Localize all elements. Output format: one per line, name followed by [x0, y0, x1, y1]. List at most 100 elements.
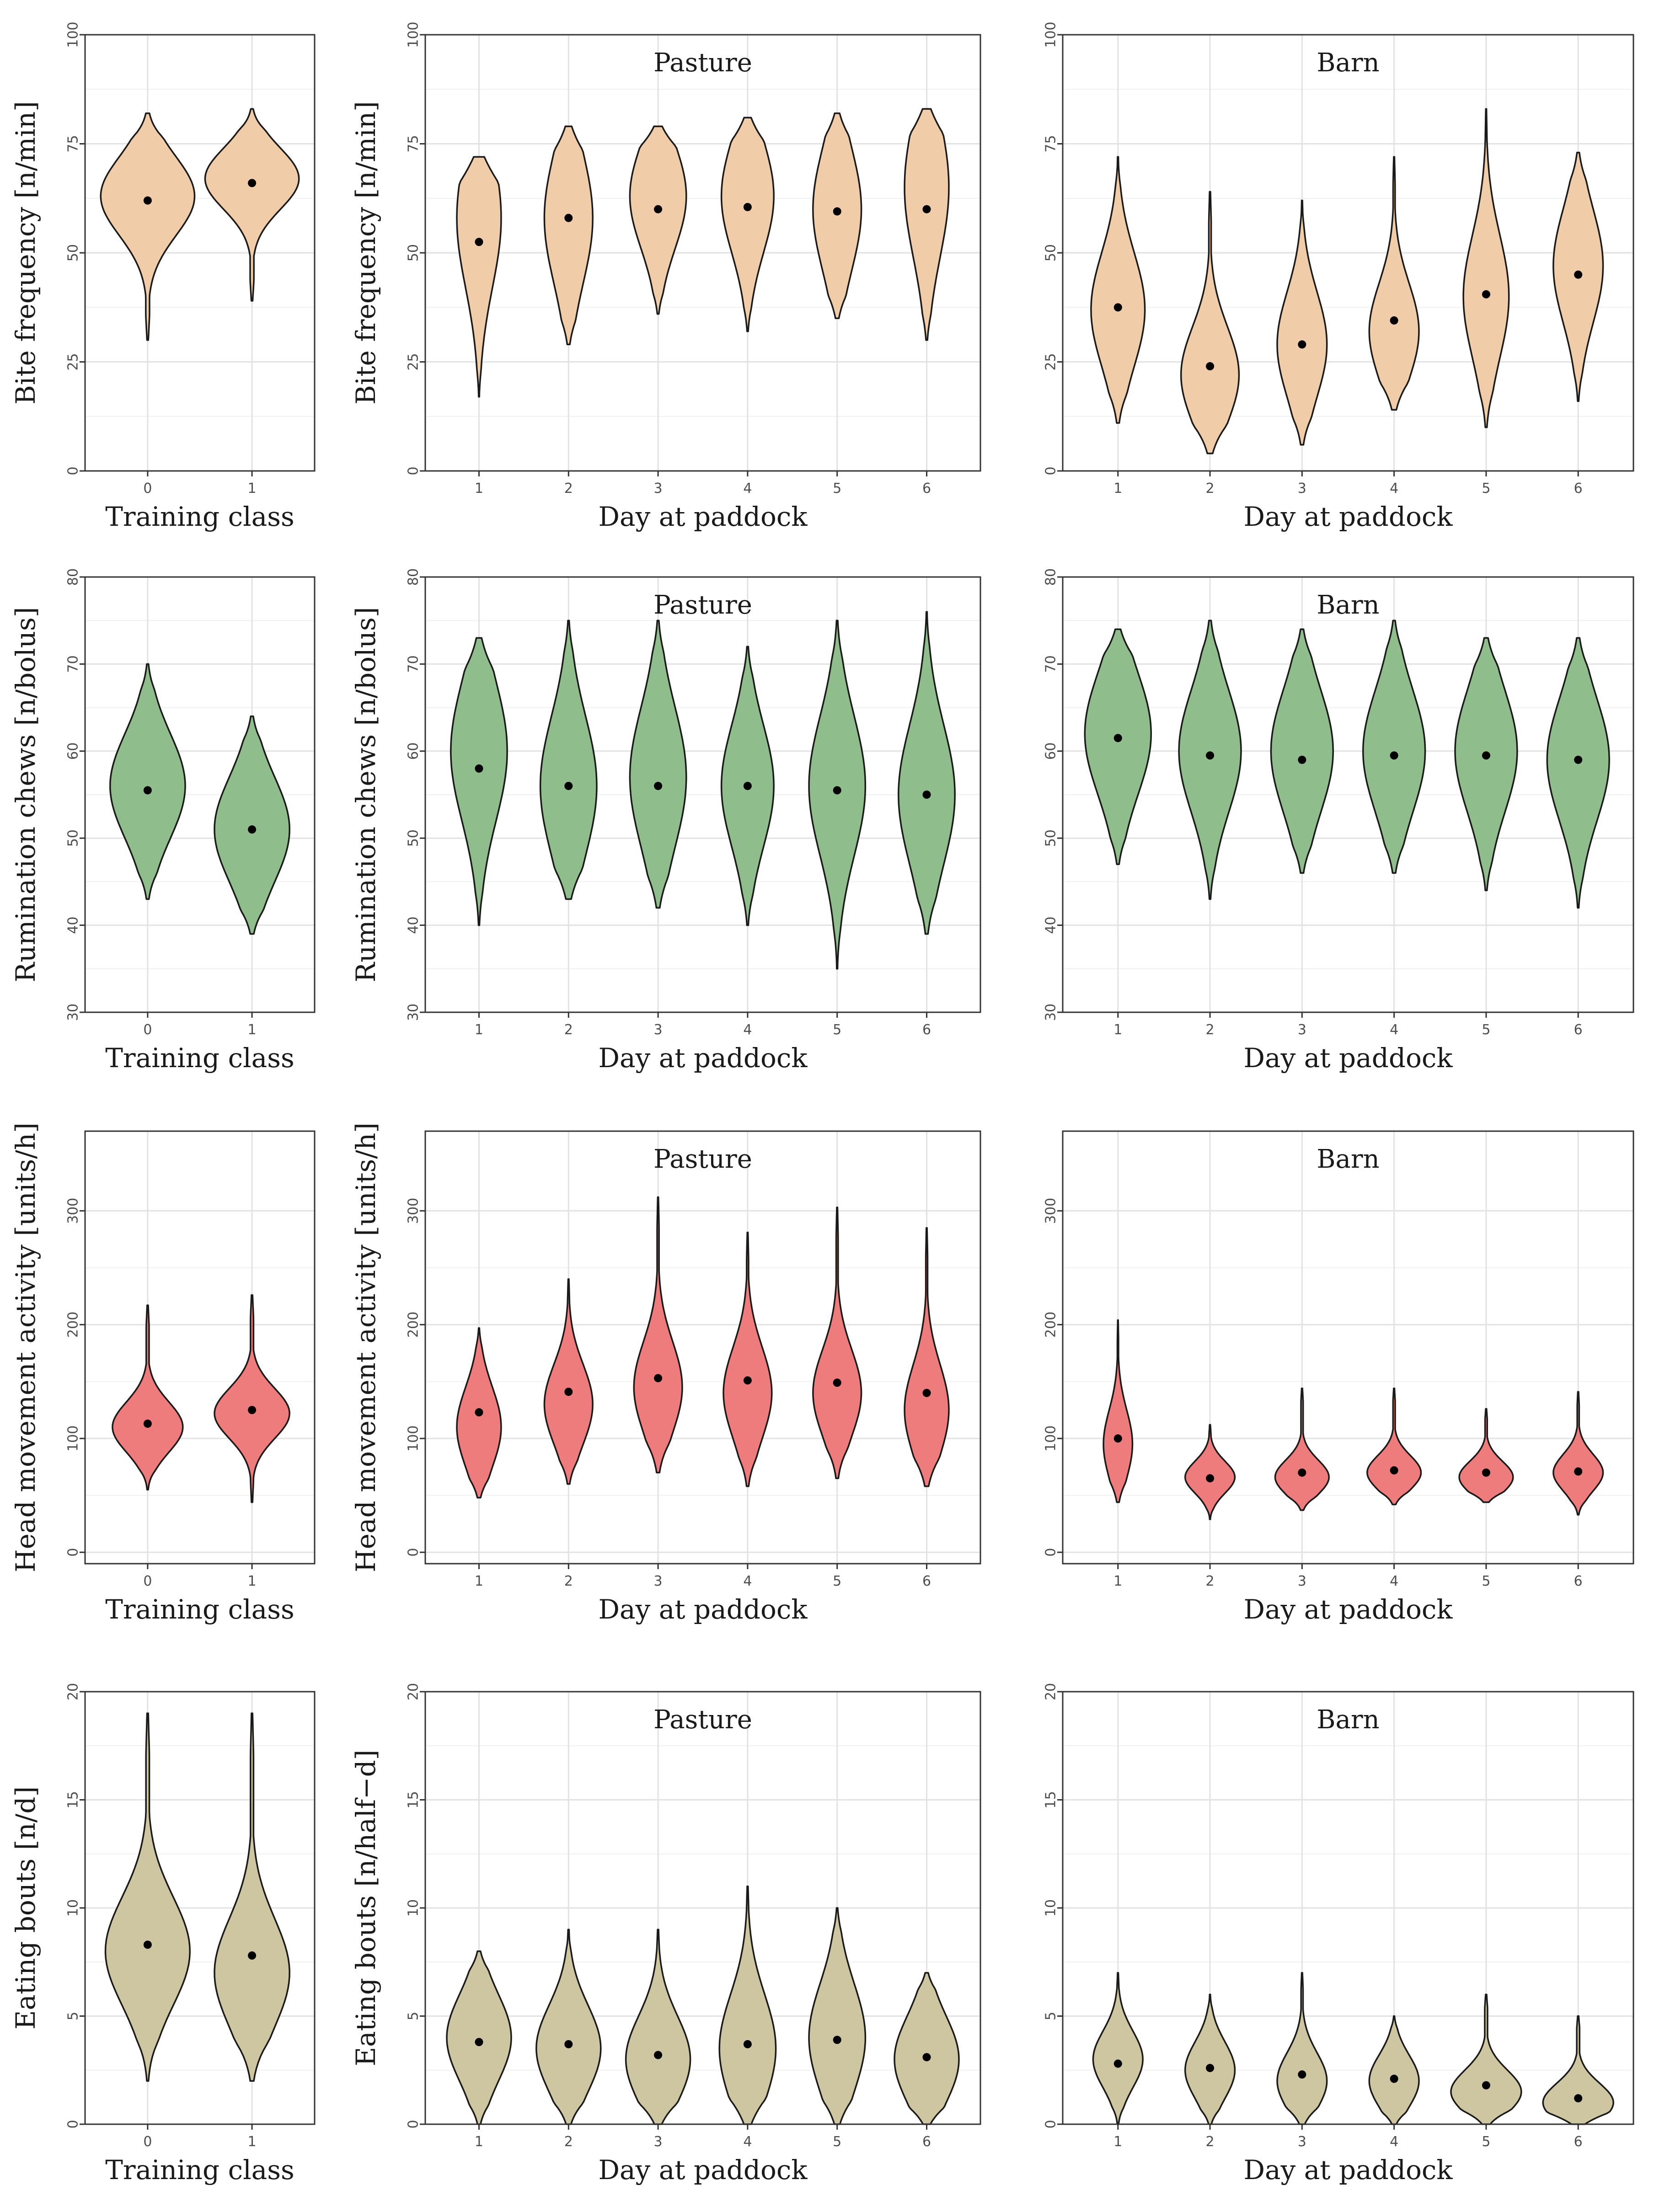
panel-border — [424, 576, 981, 1013]
mean-point-5 — [833, 1378, 841, 1387]
mean-point-1 — [248, 825, 257, 834]
y-tick-label: 80 — [1043, 568, 1059, 586]
violin-5 — [808, 620, 867, 970]
violin-3 — [1274, 1387, 1330, 1511]
x-tick-label: 3 — [654, 481, 663, 497]
mean-point-6 — [1574, 755, 1583, 764]
y-tick-label: 100 — [406, 1426, 422, 1452]
x-tick-label: 3 — [1298, 1573, 1306, 1589]
mean-point-3 — [654, 1374, 663, 1383]
x-tick-label: 6 — [1574, 1573, 1583, 1589]
mean-point-6 — [1574, 1467, 1583, 1476]
mean-point-5 — [1482, 751, 1490, 760]
violin-4 — [720, 117, 775, 332]
x-tick-label: 4 — [743, 1022, 752, 1038]
violin-1 — [456, 156, 502, 398]
mean-point-1 — [1113, 303, 1122, 312]
violin-1 — [1090, 156, 1146, 424]
panel-r1-c3: 0 25 50 75 100 1 2 3 4 5 6 Barn Day at paddock — [1043, 21, 1634, 532]
y-tick-label: 0 — [1043, 2120, 1059, 2128]
violin-1 — [214, 715, 290, 935]
y-axis-title: Rumination chews [n/bolus] — [350, 607, 381, 983]
y-tick-label: 50 — [406, 829, 422, 847]
panel-border — [84, 1130, 316, 1565]
mean-point-5 — [833, 2036, 841, 2044]
y-tick-label: 75 — [1043, 135, 1059, 152]
mean-point-6 — [1574, 2094, 1583, 2103]
x-tick-label: 1 — [248, 481, 257, 497]
y-tick-label: 80 — [406, 568, 422, 586]
mean-point-4 — [1390, 1466, 1398, 1475]
y-tick-label: 200 — [65, 1312, 81, 1338]
x-tick-label: 1 — [1113, 481, 1122, 497]
mean-point-4 — [1390, 2074, 1398, 2083]
x-axis-title: Day at paddock — [598, 1042, 808, 1074]
violin-6 — [898, 611, 956, 935]
x-axis-title: Day at paddock — [1243, 501, 1453, 532]
violin-1 — [204, 108, 300, 302]
y-tick-label: 30 — [1043, 1004, 1059, 1021]
panel-r2-c2: 30 40 50 60 70 80 1 2 3 4 5 6 Pasture Day at paddock R… — [350, 568, 981, 1074]
x-axis-title: Training class — [105, 1042, 294, 1074]
mean-point-4 — [743, 1376, 752, 1385]
x-tick-label: 0 — [143, 1022, 152, 1038]
violin-3 — [1276, 1972, 1328, 2125]
x-tick-label: 6 — [1574, 481, 1583, 497]
mean-point-0 — [143, 1940, 152, 1949]
x-tick-label: 4 — [743, 2134, 752, 2150]
x-tick-label: 5 — [833, 2134, 841, 2150]
panel-border — [84, 34, 316, 472]
y-tick-label: 200 — [406, 1312, 422, 1338]
mean-point-1 — [475, 2038, 483, 2046]
violin-4 — [1368, 156, 1420, 411]
panel-r2-c1: 30 40 50 60 70 80 0 1 Training class Rumination c… — [10, 568, 316, 1074]
mean-point-1 — [475, 238, 483, 246]
violin-4 — [718, 1885, 777, 2125]
violin-2 — [543, 125, 594, 346]
y-tick-label: 0 — [406, 466, 422, 475]
panel-r3-c2: 0 100 200 300 1 2 3 4 5 6 Pasture Day at paddock Hea… — [350, 1122, 981, 1625]
x-tick-label: 4 — [743, 1573, 752, 1589]
y-tick-label: 25 — [406, 353, 422, 370]
mean-point-6 — [922, 205, 931, 214]
mean-point-0 — [143, 196, 152, 205]
mean-point-1 — [248, 1405, 257, 1414]
panel-border — [1062, 1691, 1634, 2125]
mean-point-5 — [1482, 2081, 1490, 2089]
y-axis-title: Eating bouts [n/d] — [10, 1786, 41, 2030]
panel-title: Barn — [1317, 1144, 1379, 1174]
panel-r1-c2: 0 25 50 75 100 1 2 3 4 5 6 Pasture Day at paddock Bit… — [350, 21, 981, 532]
mean-point-3 — [1298, 2070, 1306, 2079]
panel-border — [84, 576, 316, 1013]
x-tick-label: 4 — [1390, 1573, 1398, 1589]
y-tick-label: 70 — [406, 655, 422, 673]
x-tick-label: 5 — [833, 1573, 841, 1589]
panel-border — [424, 1130, 981, 1565]
panel-border — [1062, 1130, 1634, 1565]
violin-2 — [1184, 1424, 1236, 1520]
violin-2 — [539, 620, 598, 900]
y-tick-label: 70 — [65, 655, 81, 673]
x-tick-label: 1 — [1113, 2134, 1122, 2150]
x-tick-label: 5 — [1482, 1022, 1490, 1038]
violin-6 — [904, 1227, 950, 1487]
x-tick-label: 5 — [1482, 2134, 1490, 2150]
y-axis-title: Head movement activity [units/h] — [10, 1122, 41, 1572]
violin-5 — [808, 1907, 867, 2125]
mean-point-3 — [1298, 340, 1306, 349]
violin-5 — [1450, 1993, 1522, 2125]
violin-4 — [1368, 2015, 1420, 2125]
violin-2 — [543, 1278, 594, 1485]
violin-5 — [812, 1207, 862, 1480]
y-axis-title: Rumination chews [n/bolus] — [10, 607, 41, 983]
y-tick-label: 50 — [65, 244, 81, 262]
panel-title: Barn — [1317, 590, 1379, 620]
y-tick-label: 300 — [65, 1198, 81, 1224]
y-tick-label: 0 — [406, 1548, 422, 1557]
x-tick-label: 1 — [475, 2134, 483, 2150]
panel-title: Pasture — [653, 48, 752, 78]
y-tick-label: 30 — [406, 1004, 422, 1021]
y-tick-label: 100 — [1043, 1426, 1059, 1452]
y-tick-label: 40 — [406, 917, 422, 934]
mean-point-4 — [743, 781, 752, 790]
